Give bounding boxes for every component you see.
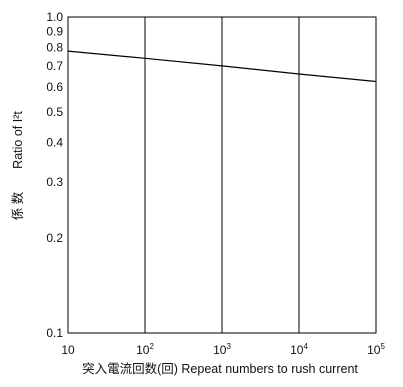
series-line xyxy=(67,50,377,83)
x-tick-label: 105 xyxy=(367,342,385,357)
y-tick-label: 0.2 xyxy=(46,231,63,245)
vertical-gridlines xyxy=(144,17,300,333)
y-axis-label-en: Ratio of I²t xyxy=(11,111,25,169)
y-axis-label-jp: 係 数 xyxy=(10,191,25,220)
y-tick-label: 0.1 xyxy=(46,326,63,340)
y-tick-label: 0.5 xyxy=(46,105,63,119)
x-tick-label: 10 xyxy=(61,343,75,357)
y-tick-label: 0.3 xyxy=(46,175,63,189)
y-tick-label: 0.4 xyxy=(46,136,63,150)
series-layer xyxy=(67,50,377,83)
y-tick-label: 0.8 xyxy=(46,41,63,55)
y-axis-label: 係 数 Ratio of I²t xyxy=(10,111,25,221)
plot-area-frame xyxy=(67,16,377,334)
y-tick-label: 0.7 xyxy=(46,59,63,73)
x-tick-label: 104 xyxy=(290,342,308,357)
y-tick-label: 1.0 xyxy=(46,10,63,24)
x-tick-label: 103 xyxy=(213,342,231,357)
x-axis-ticks: 10 102 103 104 105 xyxy=(61,342,385,357)
x-tick-label: 102 xyxy=(136,342,154,357)
y-tick-label: 0.6 xyxy=(46,80,63,94)
y-axis-ticks: 1.00.9 0.8 0.7 0.6 0.5 0.4 0.3 0.2 0.1 xyxy=(46,10,63,340)
x-axis-label: 突入電流回数(回) Repeat numbers to rush current xyxy=(82,361,358,376)
y-tick-label: 0.9 xyxy=(46,24,63,38)
